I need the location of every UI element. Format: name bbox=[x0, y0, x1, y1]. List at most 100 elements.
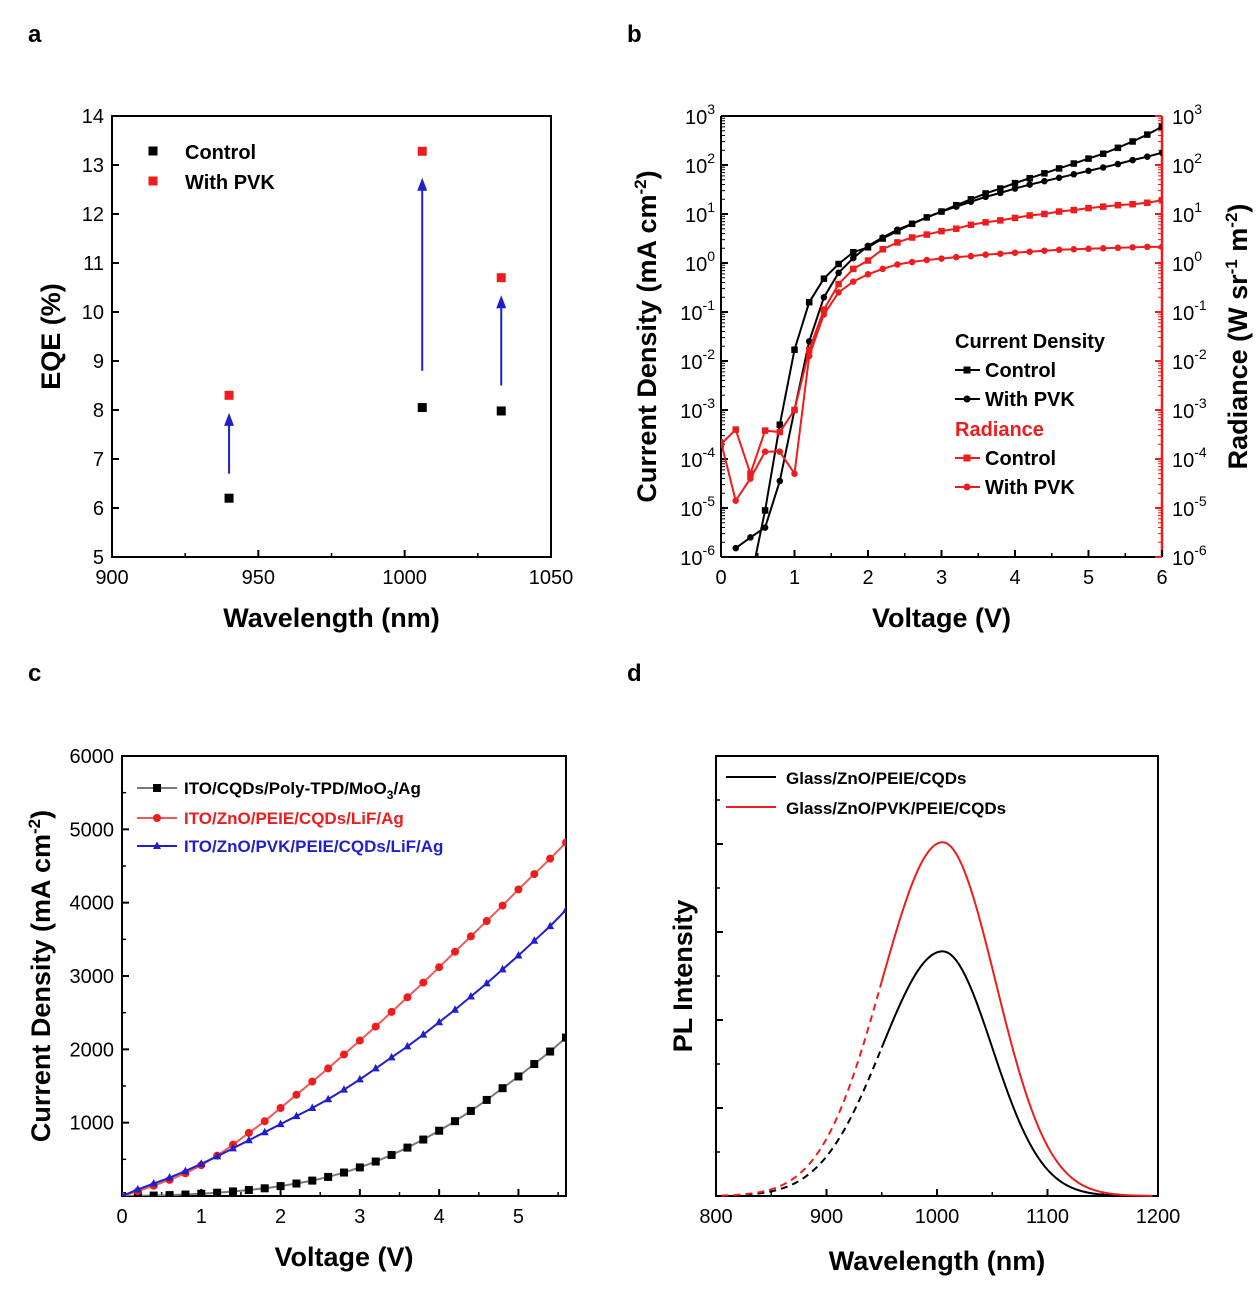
data-point bbox=[805, 346, 813, 354]
series-dashed-line bbox=[721, 1047, 883, 1197]
tick-base: 10 bbox=[680, 548, 702, 570]
data-point-control bbox=[417, 403, 427, 413]
data-point bbox=[371, 1022, 380, 1031]
data-point bbox=[1099, 245, 1107, 252]
y-left-tick-label: 102 bbox=[685, 150, 715, 178]
data-point bbox=[419, 1030, 428, 1038]
y-right-tick-label: 10-4 bbox=[1172, 444, 1207, 472]
data-point bbox=[835, 260, 842, 268]
tick-exponent: -4 bbox=[703, 444, 716, 460]
y-axis-title: Current Density (mA cm-2) bbox=[25, 810, 56, 1142]
data-point bbox=[466, 992, 475, 1000]
data-point bbox=[923, 256, 931, 264]
x-tick-label: 900 bbox=[810, 1206, 843, 1228]
data-point-with-pvk bbox=[496, 273, 506, 283]
tick-base: 10 bbox=[680, 303, 702, 325]
data-point bbox=[419, 1135, 428, 1144]
data-point bbox=[1055, 174, 1063, 181]
y-right-axis-title: Radiance (W sr-1 m-2) bbox=[1222, 204, 1253, 470]
y-tick-label: 3000 bbox=[70, 966, 115, 988]
y-right-tick-label: 10-3 bbox=[1172, 395, 1207, 423]
data-point bbox=[1070, 206, 1078, 214]
data-point bbox=[982, 190, 989, 197]
legend-label: ITO/ZnO/PEIE/CQDs/LiF/Ag bbox=[184, 809, 404, 828]
increase-arrow-head bbox=[417, 177, 428, 191]
tick-base: 10 bbox=[680, 401, 702, 423]
tick-exponent: -6 bbox=[1194, 542, 1207, 558]
data-point bbox=[1085, 155, 1092, 162]
data-point bbox=[776, 421, 784, 428]
y-axis-title: PL Intensity bbox=[668, 900, 698, 1053]
tick-base: 10 bbox=[1172, 205, 1194, 227]
data-point bbox=[292, 1179, 301, 1188]
data-point bbox=[498, 964, 507, 973]
data-point bbox=[1158, 149, 1162, 156]
series-group bbox=[721, 123, 1162, 557]
panel-d-pl-chart: 800 900 1000 1100 1200 Wavelength (nm) PL Inte… bbox=[668, 755, 1180, 1276]
data-point bbox=[791, 346, 798, 353]
data-point-with-pvk bbox=[224, 390, 234, 400]
data-point bbox=[776, 477, 784, 485]
data-point bbox=[732, 544, 739, 552]
tick-base: 10 bbox=[685, 254, 707, 276]
panel-letter-b: b bbox=[627, 21, 642, 48]
data-point bbox=[864, 257, 872, 264]
data-point bbox=[260, 1184, 269, 1193]
data-point bbox=[546, 1047, 555, 1056]
data-point bbox=[244, 1135, 253, 1144]
data-point bbox=[864, 242, 872, 250]
tick-base: 10 bbox=[1172, 450, 1194, 472]
data-point bbox=[546, 921, 555, 930]
data-point bbox=[1144, 131, 1151, 138]
y-left-axis-title: Current Density (mA cm-2) bbox=[631, 170, 662, 502]
data-point bbox=[747, 475, 754, 482]
data-point bbox=[761, 448, 769, 455]
panel-c-current-density-chart: 0 1 2 3 4 5 1000 2000 3000 4000 5000 6000 Voltage (V… bbox=[25, 746, 567, 1272]
legend-label: Control bbox=[185, 142, 256, 164]
data-point bbox=[1099, 203, 1107, 210]
data-point bbox=[1085, 204, 1092, 212]
data-point bbox=[820, 306, 828, 313]
tick-exponent: -5 bbox=[1194, 493, 1207, 509]
tick-exponent: -2 bbox=[703, 346, 716, 362]
legend-label: ITO/CQDs/Poly-TPD/MoO3/Ag bbox=[184, 779, 421, 802]
data-point bbox=[530, 870, 539, 879]
x-tick-label: 1 bbox=[789, 567, 800, 589]
data-point bbox=[292, 1111, 301, 1120]
data-point bbox=[165, 1191, 174, 1196]
data-point bbox=[879, 246, 886, 253]
data-point bbox=[498, 1084, 507, 1093]
data-point bbox=[761, 507, 769, 514]
increase-arrow-head bbox=[224, 412, 235, 426]
legend-marker bbox=[148, 146, 158, 156]
data-point bbox=[149, 1191, 158, 1196]
tick-base: 10 bbox=[685, 107, 707, 129]
series-line bbox=[721, 245, 1162, 504]
legend-text-part: /Ag bbox=[393, 779, 420, 798]
tick-exponent: -1 bbox=[703, 297, 716, 313]
legend-label: Glass/ZnO/PEIE/CQDs bbox=[786, 769, 966, 788]
legend-text-part: ITO/CQDs/Poly-TPD/MoO bbox=[184, 779, 387, 798]
x-tick-label: 5 bbox=[1083, 567, 1094, 589]
data-point bbox=[324, 1172, 333, 1181]
data-point bbox=[1011, 214, 1019, 222]
data-point bbox=[435, 1017, 444, 1026]
data-point bbox=[732, 497, 739, 504]
axis-title-text: Current Density (mA cm bbox=[632, 195, 662, 503]
y-right-tick-label: 100 bbox=[1172, 248, 1202, 276]
data-point bbox=[276, 1182, 285, 1191]
data-point bbox=[938, 227, 945, 235]
legend-header: Current Density bbox=[955, 331, 1106, 353]
axis-title-close: ) bbox=[1223, 204, 1253, 213]
data-point bbox=[850, 248, 857, 256]
tick-base: 10 bbox=[1172, 156, 1194, 178]
x-tick-label: 0 bbox=[116, 1206, 127, 1228]
data-point bbox=[466, 932, 475, 941]
x-tick-label: 950 bbox=[242, 567, 275, 589]
x-tick-label: 3 bbox=[936, 567, 947, 589]
data-point bbox=[1129, 156, 1136, 164]
legend-text-part: ITO/ZnO/PVK/PEIE/CQDs/LiF/Ag bbox=[184, 837, 443, 856]
data-point bbox=[1070, 171, 1078, 178]
data-point bbox=[403, 1041, 412, 1050]
series-line bbox=[122, 841, 566, 1196]
